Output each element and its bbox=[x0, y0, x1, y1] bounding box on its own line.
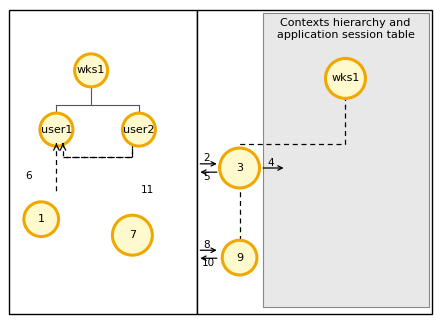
Text: 9: 9 bbox=[236, 252, 243, 263]
Text: 6: 6 bbox=[25, 171, 32, 181]
Text: user1: user1 bbox=[41, 124, 72, 135]
Ellipse shape bbox=[222, 240, 257, 275]
Text: wks1: wks1 bbox=[77, 65, 105, 76]
Ellipse shape bbox=[220, 148, 260, 188]
Bar bbox=[263, 13, 429, 307]
Text: Contexts hierarchy and
application session table: Contexts hierarchy and application sessi… bbox=[276, 18, 414, 40]
Text: 2: 2 bbox=[203, 153, 210, 164]
Ellipse shape bbox=[40, 113, 73, 146]
Text: Server: Server bbox=[202, 0, 248, 3]
Text: 10: 10 bbox=[201, 258, 214, 268]
Text: 8: 8 bbox=[203, 240, 210, 250]
Text: wks1: wks1 bbox=[331, 73, 360, 84]
Ellipse shape bbox=[326, 59, 365, 98]
Text: 4: 4 bbox=[267, 158, 274, 168]
Ellipse shape bbox=[24, 202, 59, 236]
Text: user2: user2 bbox=[123, 124, 155, 135]
Text: 7: 7 bbox=[129, 230, 136, 240]
Bar bbox=[197, 10, 432, 314]
Text: 3: 3 bbox=[236, 163, 243, 173]
Text: 11: 11 bbox=[141, 185, 155, 196]
Ellipse shape bbox=[75, 54, 108, 87]
Bar bbox=[9, 10, 197, 314]
Text: 5: 5 bbox=[203, 172, 210, 182]
Text: Client: Client bbox=[13, 0, 54, 3]
Ellipse shape bbox=[122, 113, 155, 146]
Text: 1: 1 bbox=[38, 214, 45, 224]
Ellipse shape bbox=[112, 215, 152, 255]
